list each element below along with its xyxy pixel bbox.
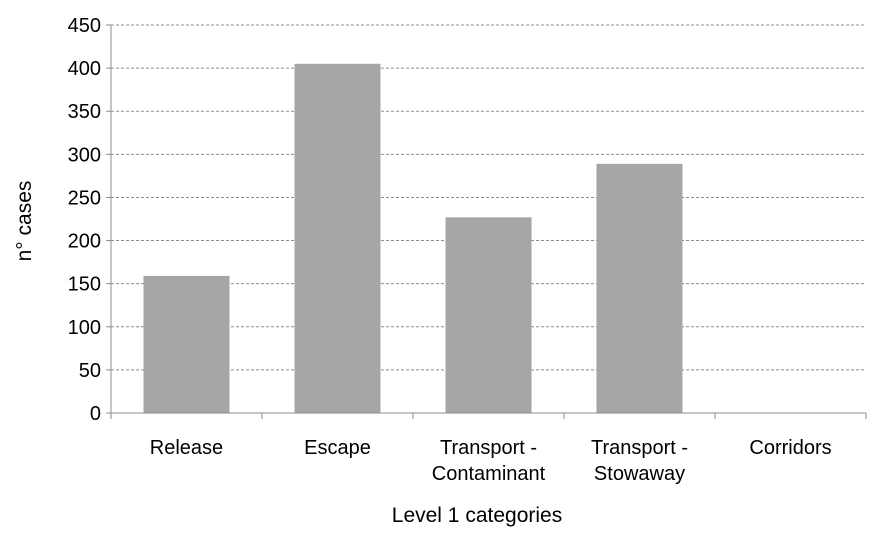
x-tick-label: Release xyxy=(150,437,223,459)
x-tick-label-line: Release xyxy=(150,437,223,459)
x-tick-label-line: Corridors xyxy=(749,437,831,459)
x-tick-label: Transport - Contaminant xyxy=(432,437,546,485)
x-axis-title: Level 1 categories xyxy=(392,504,562,527)
y-tick-label: 50 xyxy=(79,360,101,382)
bar xyxy=(445,217,532,413)
x-tick-label-line: Escape xyxy=(304,437,371,459)
bars xyxy=(143,63,683,414)
y-tick-label: 250 xyxy=(68,187,101,209)
y-tick-label: 150 xyxy=(68,274,101,296)
x-tick-label: Corridors xyxy=(749,437,831,459)
y-tick-label: 350 xyxy=(68,101,101,123)
x-tick-label-line: Transport - xyxy=(440,437,537,459)
axes xyxy=(106,24,867,419)
x-tick-label-line: Contaminant xyxy=(432,463,546,485)
y-tick-labels: 0 50 100 150 200 250 300 350 400 450 xyxy=(68,15,101,425)
y-tick-label: 100 xyxy=(68,317,101,339)
x-tick-label: Transport - Stowaway xyxy=(591,437,688,485)
y-axis-title: n° cases xyxy=(13,181,36,262)
x-tick-label: Escape xyxy=(304,437,371,459)
x-tick-labels: Release Escape Transport -ContaminantTrans… xyxy=(150,437,832,485)
bar xyxy=(143,275,230,413)
y-tick-label: 300 xyxy=(68,144,101,166)
y-tick-label: 450 xyxy=(68,15,101,37)
y-tick-label: 400 xyxy=(68,58,101,80)
x-tick-label-line: Transport - xyxy=(591,437,688,459)
x-tick-label-line: Stowaway xyxy=(594,463,685,485)
y-tick-label: 200 xyxy=(68,231,101,253)
y-tick-label: 0 xyxy=(90,403,101,425)
bar xyxy=(596,163,683,413)
bar xyxy=(294,63,381,414)
